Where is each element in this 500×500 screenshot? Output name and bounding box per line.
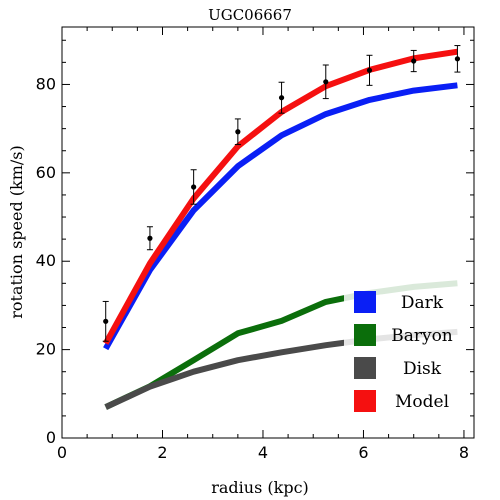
legend-label-disk: Disk: [403, 359, 442, 379]
legend: Dark Baryon Disk Model: [344, 280, 462, 424]
y-axis-label: rotation speed (km/s): [7, 145, 26, 319]
x-tick-label: 4: [258, 443, 268, 462]
x-tick-label: 6: [358, 443, 368, 462]
data-point: [147, 235, 153, 241]
chart-title: UGC06667: [208, 6, 292, 24]
legend-label-model: Model: [395, 392, 449, 412]
plot-frame: [61, 26, 475, 439]
data-point: [366, 67, 373, 73]
y-tick-label: 0: [46, 428, 56, 447]
x-axis-label: radius (kpc): [211, 478, 309, 497]
x-axis-ticks: 0 2 4 6 8: [57, 27, 469, 462]
legend-swatch-model: [354, 390, 376, 412]
legend-label-baryon: Baryon: [391, 326, 453, 346]
data-point: [191, 184, 197, 190]
data-point: [278, 95, 285, 101]
legend-swatch-dark: [354, 291, 376, 313]
y-axis-ticks: 0 20 40 60 80: [36, 39, 474, 447]
x-tick-label: 0: [57, 443, 67, 462]
x-tick-label: 2: [157, 443, 167, 462]
y-tick-label: 20: [36, 340, 56, 359]
series-line-dark: [103, 82, 458, 351]
legend-swatch-disk: [354, 357, 376, 379]
legend-label-dark: Dark: [401, 293, 444, 313]
x-tick-label: 8: [459, 443, 469, 462]
data-point: [235, 129, 241, 135]
y-tick-label: 80: [36, 74, 56, 93]
data-point: [411, 58, 417, 64]
plot-border: [61, 26, 475, 439]
legend-swatch-baryon: [354, 324, 376, 346]
data-point: [323, 79, 329, 85]
y-tick-label: 60: [36, 163, 56, 182]
y-tick-label: 40: [36, 251, 56, 270]
observed-data-points: [102, 45, 461, 342]
data-point: [454, 56, 461, 62]
data-point: [103, 318, 109, 324]
